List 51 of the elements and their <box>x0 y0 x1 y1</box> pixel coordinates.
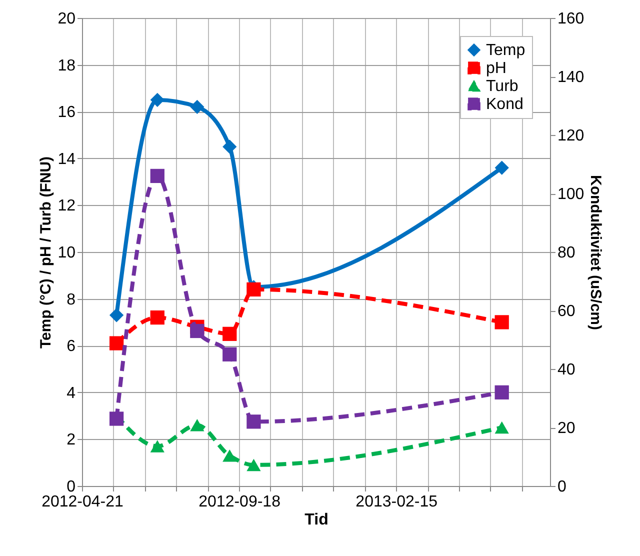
point <box>150 440 164 452</box>
x-axis-title: Tid <box>304 512 328 528</box>
point <box>246 282 261 297</box>
y-tick-label: 18 <box>58 57 76 74</box>
y-axis-title: Temp (°C) / pH / Turb (FNU) <box>38 156 55 349</box>
point <box>150 310 164 325</box>
y2-tick-label: 140 <box>558 69 584 86</box>
legend-label: Kond <box>486 96 524 113</box>
point <box>150 168 164 184</box>
y2-tick-label: 120 <box>558 128 584 144</box>
y-tick-label: 10 <box>58 244 76 262</box>
legend-label: pH <box>486 60 506 77</box>
y-tick-label: 6 <box>66 338 76 356</box>
point <box>494 385 509 400</box>
y-tick-label: 16 <box>58 104 76 122</box>
point <box>109 336 124 350</box>
y-tick-label: 0 <box>66 478 76 496</box>
y2-tick-label: 40 <box>558 362 576 378</box>
y2-axis-title: Konduktivitet (uS/cm) <box>587 174 604 330</box>
y2-tick-label: 100 <box>558 186 584 203</box>
point <box>246 414 261 429</box>
y2-tick-label: 80 <box>558 244 576 262</box>
y-tick-label: 2 <box>66 432 76 449</box>
point <box>246 458 261 472</box>
y-tick-label: 12 <box>58 198 76 215</box>
point <box>494 160 509 175</box>
y-tick-label: 20 <box>58 10 76 28</box>
y-tick-label: 14 <box>58 150 76 168</box>
x-tick-label: 2012-04-21 <box>42 494 124 510</box>
point <box>109 412 124 426</box>
x-tick-label: 2013-02-15 <box>356 494 438 510</box>
point <box>150 92 164 107</box>
point <box>109 308 124 322</box>
point <box>190 324 204 338</box>
y2-tick-label: 0 <box>558 478 566 496</box>
legend-label: Turb <box>486 78 518 95</box>
point <box>222 140 237 154</box>
point <box>222 347 237 362</box>
y2-tick-label: 60 <box>558 303 576 320</box>
point <box>494 421 509 434</box>
point <box>190 419 204 432</box>
y-tick-label: 4 <box>66 384 76 402</box>
point <box>222 449 237 462</box>
point <box>190 100 204 114</box>
legend-label: Temp <box>486 42 526 59</box>
y-tick-label: 8 <box>66 291 76 308</box>
y2-tick-label: 20 <box>558 420 576 437</box>
point <box>494 315 509 330</box>
x-tick-label: 2012-09-18 <box>198 494 281 510</box>
point <box>222 326 237 341</box>
y2-tick-label: 160 <box>558 10 584 28</box>
